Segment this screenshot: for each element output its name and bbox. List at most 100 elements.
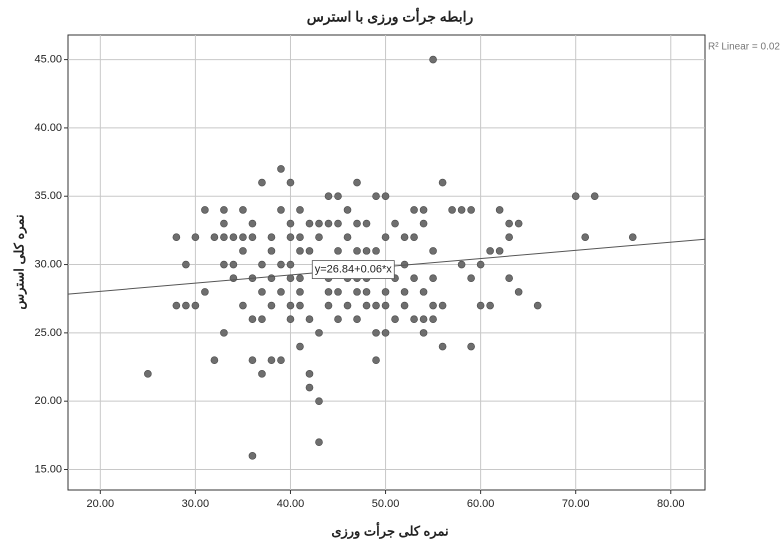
point [239,206,246,213]
point [306,247,313,254]
point [287,234,294,241]
point [220,329,227,336]
point [296,343,303,350]
point [315,234,322,241]
point [496,247,503,254]
point [192,302,199,309]
point [287,261,294,268]
point [572,193,579,200]
point [420,288,427,295]
point [277,357,284,364]
point [363,247,370,254]
point [335,316,342,323]
point [258,370,265,377]
point [182,261,189,268]
point [277,165,284,172]
point [411,316,418,323]
point [268,275,275,282]
point [468,343,475,350]
point [506,234,513,241]
point [182,302,189,309]
y-tick-label: 20.00 [34,395,62,407]
point [249,234,256,241]
point [344,302,351,309]
y-axis-title: نمره کلی استرس [11,214,27,309]
point [420,329,427,336]
point [344,206,351,213]
y-tick-label: 30.00 [34,258,62,270]
point [401,234,408,241]
point [220,234,227,241]
point [591,193,598,200]
point [430,247,437,254]
point [449,206,456,213]
point [487,247,494,254]
point [306,316,313,323]
point [363,302,370,309]
point [382,288,389,295]
point [373,357,380,364]
point [287,220,294,227]
point [496,206,503,213]
point [287,302,294,309]
point [354,247,361,254]
point [220,261,227,268]
point [277,206,284,213]
point [354,179,361,186]
point [363,220,370,227]
y-tick-label: 40.00 [34,122,62,134]
point [582,234,589,241]
point [306,370,313,377]
point [239,302,246,309]
point [173,234,180,241]
point [201,206,208,213]
point [268,302,275,309]
point [249,220,256,227]
point [506,275,513,282]
point [430,56,437,63]
point [239,247,246,254]
point [258,179,265,186]
point [220,206,227,213]
point [249,452,256,459]
point [534,302,541,309]
point [268,357,275,364]
point [296,302,303,309]
point [382,234,389,241]
point [296,288,303,295]
point [315,329,322,336]
point [201,288,208,295]
x-tick-label: 30.00 [182,498,210,510]
point [335,288,342,295]
point [392,316,399,323]
point [325,302,332,309]
point [211,357,218,364]
point [629,234,636,241]
point [439,343,446,350]
point [439,302,446,309]
point [268,247,275,254]
point [249,316,256,323]
point [439,179,446,186]
point [401,302,408,309]
x-tick-label: 70.00 [562,498,590,510]
point [249,357,256,364]
point [287,316,294,323]
point [287,275,294,282]
point [335,220,342,227]
point [411,275,418,282]
point [335,247,342,254]
point [315,220,322,227]
point [392,220,399,227]
x-tick-label: 20.00 [87,498,115,510]
y-tick-label: 25.00 [34,327,62,339]
chart-title: رابطه جرأت ورزی با استرس [307,7,474,26]
point [373,329,380,336]
point [401,288,408,295]
point [411,206,418,213]
point [354,316,361,323]
point [211,234,218,241]
point [258,288,265,295]
point [420,206,427,213]
point [420,220,427,227]
